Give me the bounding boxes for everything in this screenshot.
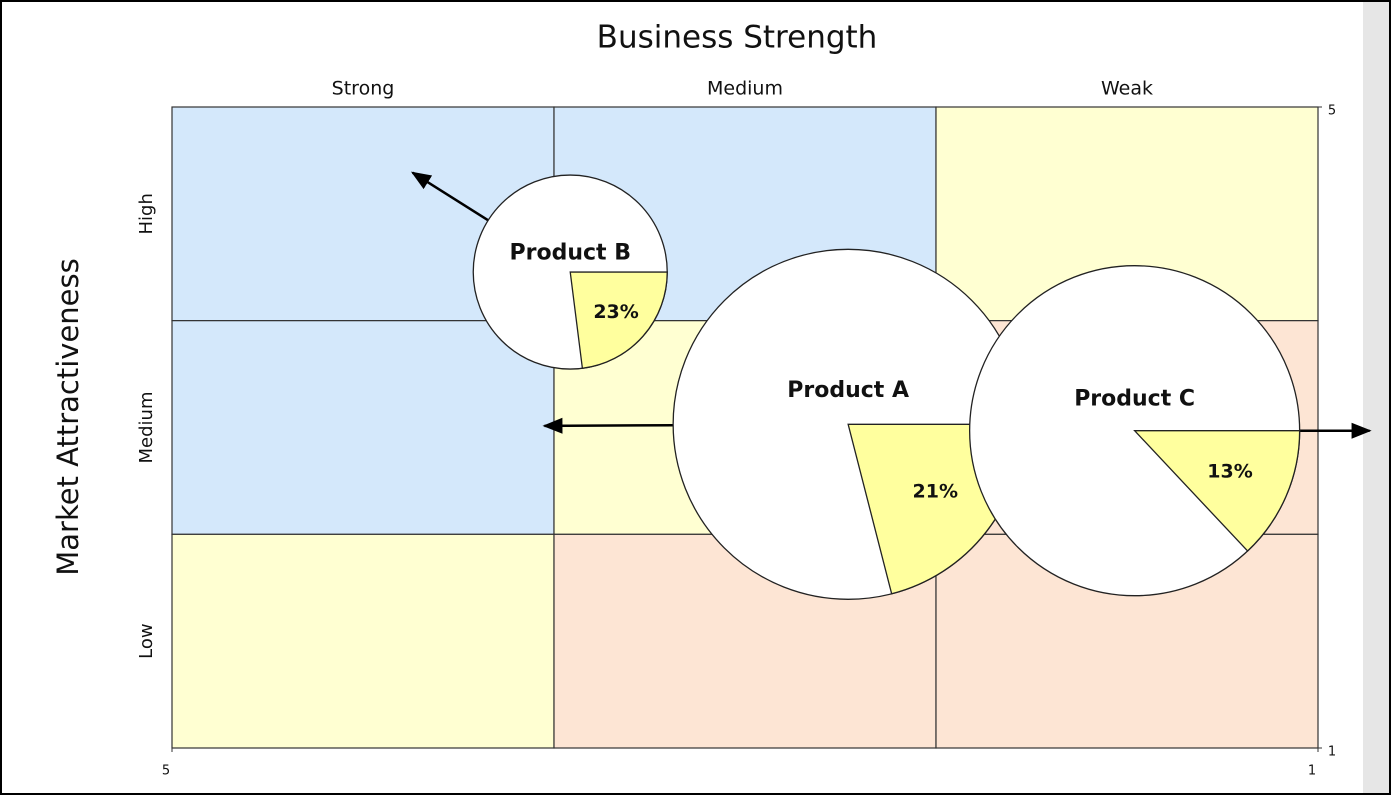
trend-arrow <box>542 417 674 434</box>
share-label: 21% <box>913 480 958 502</box>
bubble-name: Product A <box>787 378 909 403</box>
column-label: Strong <box>332 78 395 100</box>
pie-slice <box>1133 430 1301 552</box>
column-label: Medium <box>707 78 783 100</box>
y-tick-label: 1 <box>1328 745 1336 760</box>
share-label: 23% <box>593 301 638 323</box>
side-strip <box>1363 2 1389 793</box>
x-tick-label: 1 <box>1308 764 1316 779</box>
chart-title: Business Strength <box>597 20 878 56</box>
bubble-name: Product C <box>1074 386 1195 411</box>
zone <box>171 533 555 749</box>
y-tick-label: 5 <box>1328 104 1336 119</box>
row-label: Medium <box>136 392 157 464</box>
bubble-name: Product B <box>509 241 630 266</box>
column-label: Weak <box>1101 78 1153 100</box>
share-label: 13% <box>1207 460 1252 482</box>
zone <box>171 320 555 535</box>
y-axis-label: Market Attractiveness <box>51 258 85 576</box>
pie-slice <box>569 271 668 370</box>
row-label: Low <box>136 623 157 658</box>
row-label: High <box>136 193 157 234</box>
trend-arrow <box>410 171 489 222</box>
x-tick-label: 5 <box>162 764 170 779</box>
